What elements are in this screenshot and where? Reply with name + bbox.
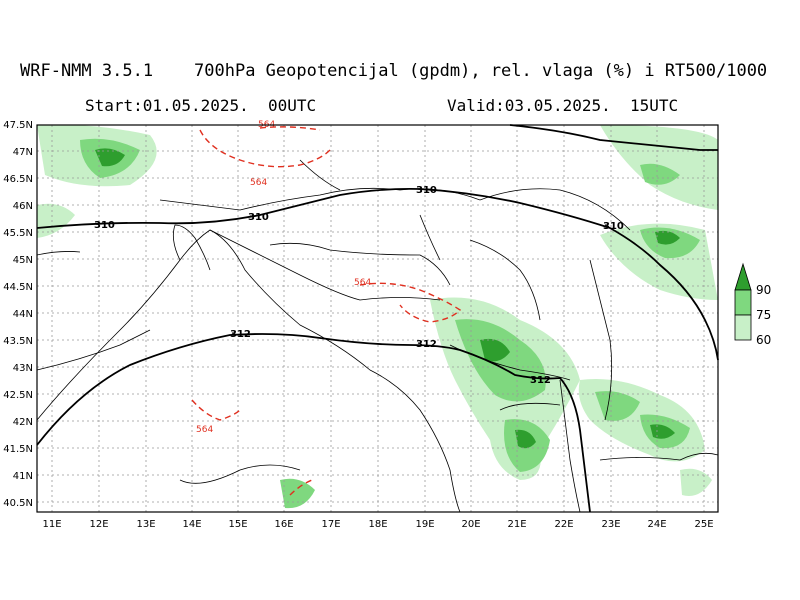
lat-label: 42N	[13, 417, 33, 428]
legend-label: 90	[756, 283, 771, 297]
lon-label: 11E	[42, 519, 61, 530]
lon-label: 20E	[461, 519, 480, 530]
lat-label: 43.5N	[3, 336, 33, 347]
lat-label: 47N	[13, 147, 33, 158]
lat-label: 41.5N	[3, 444, 33, 455]
contour-label: 310	[416, 185, 437, 196]
lon-label: 25E	[694, 519, 713, 530]
lat-label: 46N	[13, 201, 33, 212]
thickness-contours	[191, 126, 462, 496]
contour-label: 310	[94, 220, 115, 231]
legend-label: 60	[756, 333, 771, 347]
legend-label: 75	[756, 308, 771, 322]
contour-label: 310	[603, 221, 624, 232]
map-frame	[36, 124, 719, 513]
lat-label: 45N	[13, 255, 33, 266]
product-name: 700hPa Geopotencijal (gpdm), rel. vlaga …	[194, 61, 768, 81]
lon-label: 12E	[89, 519, 108, 530]
lon-label: 15E	[228, 519, 247, 530]
start-time: Start:01.05.2025. 00UTC	[85, 96, 317, 115]
lon-label: 21E	[507, 519, 526, 530]
lat-label: 42.5N	[3, 390, 33, 401]
legend-swatch-75	[734, 289, 752, 316]
chart-title: WRF-NMM 3.5.1 700hPa Geopotencijal (gpdm…	[20, 61, 767, 81]
longitude-axis: 11E 12E 13E 14E 15E 16E 17E 18E 19E 20E …	[42, 519, 713, 530]
grid-lines	[37, 125, 718, 512]
lon-label: 18E	[368, 519, 387, 530]
lat-label: 44N	[13, 309, 33, 320]
lat-label: 45.5N	[3, 228, 33, 239]
lat-label: 44.5N	[3, 282, 33, 293]
legend-swatch-90	[734, 262, 752, 291]
lon-label: 22E	[554, 519, 573, 530]
lon-label: 17E	[321, 519, 340, 530]
lon-label: 19E	[415, 519, 434, 530]
model-name: WRF-NMM 3.5.1	[20, 61, 154, 81]
contour-label: 310	[248, 212, 269, 223]
lat-label: 47.5N	[3, 120, 33, 131]
valid-time: Valid:03.05.2025. 15UTC	[447, 96, 679, 115]
humidity-legend: 90 75 60	[734, 262, 771, 347]
latitude-axis: 47.5N 47N 46.5N 46N 45.5N 45N 44.5N 44N …	[3, 120, 33, 509]
coastlines-borders	[36, 159, 719, 513]
geopotential-contours	[36, 124, 719, 513]
lon-label: 23E	[601, 519, 620, 530]
contour-label: 312	[416, 339, 437, 350]
lon-label: 14E	[182, 519, 201, 530]
contour-label: 312	[230, 329, 251, 340]
lat-label: 40.5N	[3, 498, 33, 509]
contour-label: 312	[530, 375, 551, 386]
lon-label: 24E	[647, 519, 666, 530]
thickness-label: 564	[250, 178, 267, 188]
lon-label: 16E	[274, 519, 293, 530]
legend-swatch-60	[734, 314, 752, 341]
lat-label: 43N	[13, 363, 33, 374]
thickness-label: 564	[196, 425, 213, 435]
lon-label: 13E	[136, 519, 155, 530]
thickness-label: 564	[354, 278, 371, 288]
lat-label: 46.5N	[3, 174, 33, 185]
humidity-shading	[37, 124, 718, 509]
lat-label: 41N	[13, 471, 33, 482]
